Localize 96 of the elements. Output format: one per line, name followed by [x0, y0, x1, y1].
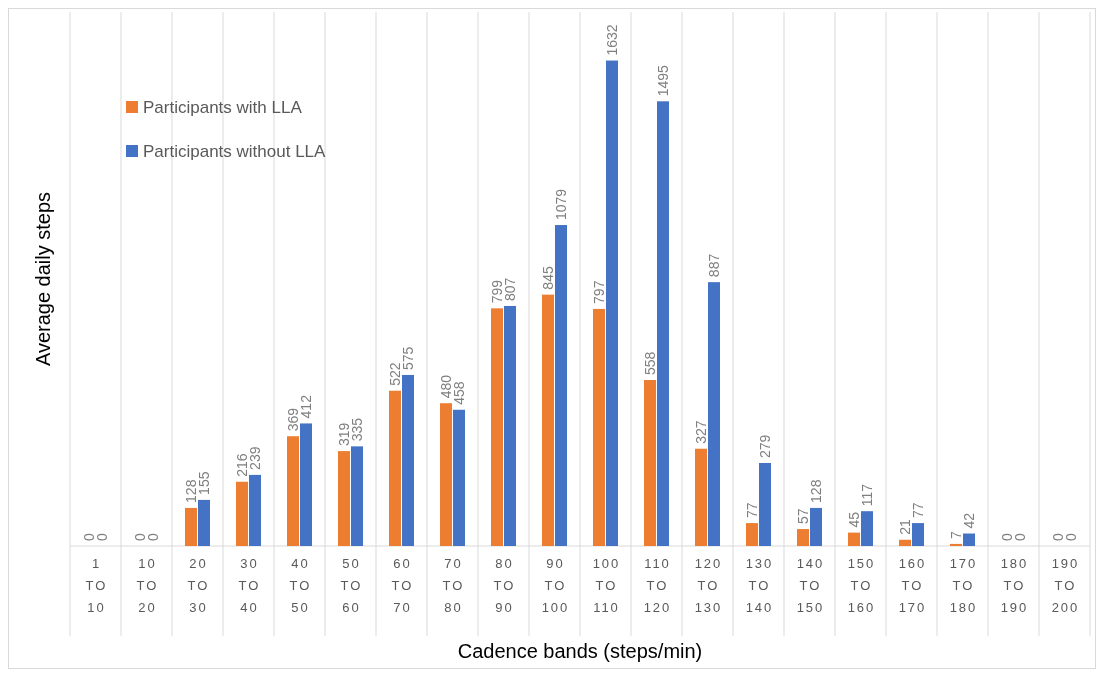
x-tick-label: 70 TO 80	[442, 556, 465, 615]
data-label: 77	[910, 502, 926, 519]
data-label: 21	[897, 518, 913, 535]
bar	[593, 308, 605, 546]
bar	[848, 532, 860, 546]
data-label: 155	[196, 471, 212, 495]
data-label: 845	[540, 266, 556, 290]
bar	[236, 481, 248, 546]
bar	[644, 380, 656, 546]
x-tick-label: 80 TO 90	[493, 556, 516, 615]
data-label: 369	[285, 407, 301, 432]
bar	[338, 451, 350, 546]
bar	[899, 539, 911, 546]
bar	[708, 282, 720, 546]
data-label: 0	[81, 533, 97, 541]
data-label: 128	[183, 479, 199, 503]
bar	[402, 374, 414, 546]
x-tick-label: 60 TO 70	[391, 556, 414, 615]
data-label: 0	[999, 533, 1015, 541]
bar	[912, 523, 924, 546]
bar	[453, 409, 465, 546]
bar	[185, 507, 197, 546]
data-label: 799	[489, 279, 505, 304]
x-axis-title: Cadence bands (steps/min)	[457, 640, 703, 662]
x-tick-label: 190 TO 200	[1051, 556, 1080, 615]
bar	[657, 101, 669, 546]
x-tick-label: 110 TO 120	[643, 556, 672, 615]
data-label: 480	[438, 374, 454, 399]
data-label: 7	[948, 530, 964, 539]
data-label: 117	[859, 483, 875, 507]
bar	[797, 529, 809, 546]
data-label: 42	[961, 512, 977, 529]
legend-label: Participants without LLA	[143, 142, 327, 161]
x-tick-label: 170 TO 180	[949, 556, 978, 615]
data-label: 216	[234, 453, 250, 477]
data-label: 807	[502, 277, 518, 301]
x-tick-label: 180 TO 190	[1000, 556, 1029, 615]
bar	[810, 507, 822, 546]
bar	[695, 448, 707, 546]
data-label: 128	[808, 479, 824, 503]
data-label: 57	[795, 508, 811, 525]
x-tick-label: 50 TO 60	[340, 556, 363, 615]
bar	[759, 463, 771, 546]
x-tick-label: 10 TO 20	[136, 556, 159, 615]
data-label: 797	[591, 280, 607, 304]
bar	[287, 436, 299, 546]
bar	[963, 533, 975, 546]
legend-label: Participants with LLA	[143, 98, 303, 117]
bar	[300, 423, 312, 546]
x-tick-label: 150 TO 160	[847, 556, 876, 615]
bar	[861, 511, 873, 546]
bar	[249, 474, 261, 546]
x-tick-label: 1 TO 10	[85, 556, 108, 615]
data-label: 0	[94, 533, 110, 541]
data-label: 239	[247, 446, 263, 470]
data-label: 0	[145, 533, 161, 541]
data-label: 45	[846, 511, 862, 528]
bar	[746, 523, 758, 546]
bar	[542, 294, 554, 546]
data-label: 412	[298, 394, 314, 419]
data-label: 887	[706, 253, 722, 278]
y-axis-title: Average daily steps	[32, 191, 54, 367]
bar	[351, 446, 363, 546]
data-label: 77	[744, 502, 760, 519]
data-label: 522	[387, 362, 403, 386]
data-label: 0	[1050, 533, 1066, 541]
x-tick-label: 140 TO 150	[796, 556, 825, 615]
data-label: 1495	[655, 64, 671, 97]
data-label: 0	[132, 533, 148, 541]
bar	[440, 403, 452, 546]
data-label: 335	[349, 417, 365, 442]
data-label: 458	[451, 381, 467, 405]
data-label: 327	[693, 420, 709, 444]
data-label: 575	[400, 346, 416, 370]
bar	[950, 543, 962, 546]
bar	[389, 390, 401, 546]
x-tick-label: 30 TO 40	[238, 556, 261, 615]
bar	[555, 225, 567, 546]
bar	[606, 60, 618, 546]
data-label: 1632	[604, 24, 620, 56]
bar	[504, 305, 516, 546]
data-label: 319	[336, 422, 352, 447]
x-tick-label: 120 TO 130	[694, 556, 723, 615]
data-label: 0	[1063, 533, 1079, 541]
x-tick-label: 100 TO 110	[592, 556, 621, 615]
x-tick-label: 40 TO 50	[289, 556, 312, 615]
data-label: 0	[1012, 533, 1028, 541]
data-label: 558	[642, 351, 658, 376]
data-label: 279	[757, 434, 773, 459]
bar	[198, 499, 210, 546]
x-tick-label: 20 TO 30	[187, 556, 210, 615]
x-tick-label: 160 TO 170	[898, 556, 927, 615]
x-tick-label: 90 TO 100	[541, 556, 570, 615]
x-tick-label: 130 TO 140	[745, 556, 774, 615]
data-label: 1079	[553, 188, 569, 221]
bar	[491, 308, 503, 546]
